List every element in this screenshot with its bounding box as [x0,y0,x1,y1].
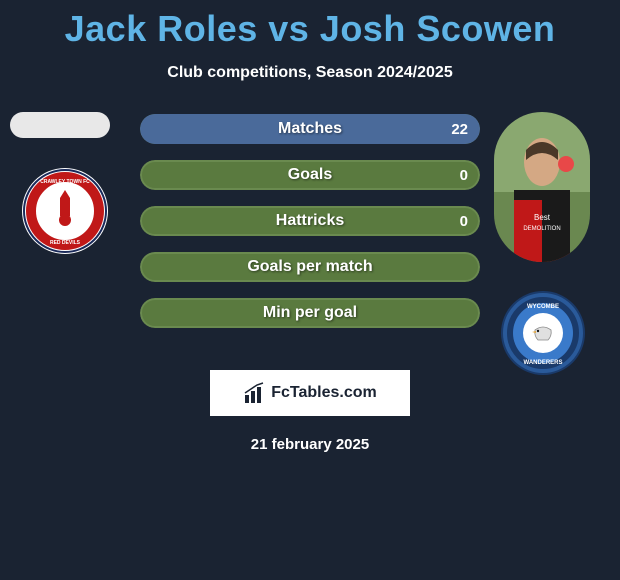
comparison-infographic: Jack Roles vs Josh Scowen Club competiti… [0,0,620,580]
svg-text:Best: Best [534,213,551,222]
svg-text:DEMOLITION: DEMOLITION [523,226,560,232]
stat-label: Goals [288,166,332,184]
stat-label: Goals per match [247,258,372,276]
svg-text:CRAWLEY TOWN FC: CRAWLEY TOWN FC [40,179,90,185]
stat-label: Min per goal [263,304,357,322]
stat-label: Hattricks [276,212,344,230]
player-right-photo: Best DEMOLITION [494,112,590,262]
stat-row: Goals per match [140,252,480,282]
stat-row: Goals 0 [140,160,480,190]
player-photo-icon: Best DEMOLITION [494,112,590,262]
footer-brand-logo: FcTables.com [210,370,410,416]
main-content: CRAWLEY TOWN FC RED DEVILS Best DEMOLITI… [0,112,620,328]
svg-text:WYCOMBE: WYCOMBE [527,304,559,310]
crawley-town-badge-icon: CRAWLEY TOWN FC RED DEVILS [22,168,108,254]
stat-value-right: 22 [451,121,468,138]
stats-list: Matches 22 Goals 0 Hattricks 0 Goals per match… [140,112,480,328]
stat-value-right: 0 [460,167,468,184]
player-left-column: CRAWLEY TOWN FC RED DEVILS [10,112,110,254]
chart-icon [243,381,267,405]
club-left-logo: CRAWLEY TOWN FC RED DEVILS [22,168,108,254]
stat-row: Matches 22 [140,114,480,144]
wycombe-wanderers-badge-icon: WYCOMBE WANDERERS [500,290,586,376]
player-right-column: Best DEMOLITION WYCOMBE WANDERERS [494,112,590,376]
stat-row: Min per goal [140,298,480,328]
subtitle: Club competitions, Season 2024/2025 [0,64,620,82]
page-title: Jack Roles vs Josh Scowen [0,0,620,50]
stat-label: Matches [278,120,342,138]
player-left-photo [10,112,110,138]
svg-text:WANDERERS: WANDERERS [523,360,562,366]
footer-brand-text: FcTables.com [271,384,377,402]
stat-row: Hattricks 0 [140,206,480,236]
footer-date: 21 february 2025 [0,436,620,453]
svg-text:RED DEVILS: RED DEVILS [50,240,81,246]
stat-value-right: 0 [460,213,468,230]
club-right-logo: WYCOMBE WANDERERS [500,290,586,376]
